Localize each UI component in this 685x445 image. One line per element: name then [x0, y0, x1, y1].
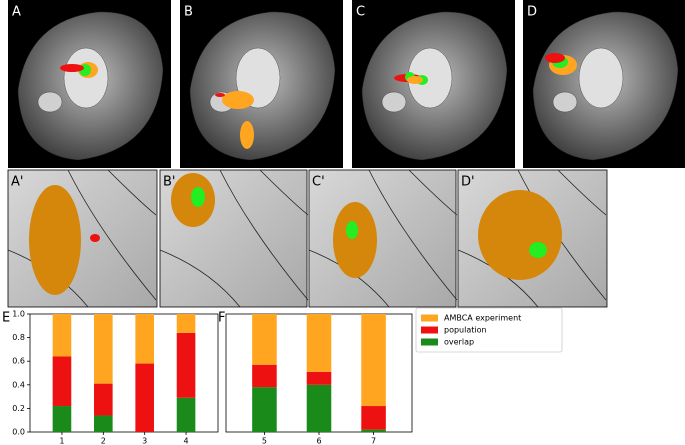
projection-blob — [478, 190, 562, 280]
panel-label: D' — [461, 175, 475, 190]
panel-label: C — [356, 5, 365, 20]
bar-segment — [94, 415, 113, 432]
legend-box — [415, 307, 563, 353]
brain-region — [552, 91, 578, 113]
brain-region — [578, 47, 624, 109]
bar-segment — [52, 314, 72, 357]
projection-blob — [222, 91, 254, 109]
x-tick-label: 5 — [262, 437, 267, 445]
panel-label: F — [218, 311, 225, 326]
legend-swatch — [421, 338, 438, 346]
bar-segment — [176, 397, 196, 432]
projection-blob — [545, 53, 565, 63]
plot-area — [29, 313, 219, 433]
projection-blob — [191, 187, 205, 207]
projection-blob — [90, 234, 100, 242]
panel-label: A — [12, 5, 21, 20]
bar-segment — [361, 314, 386, 407]
y-tick-label: 0.2 — [12, 404, 25, 413]
legend-label: overlap — [444, 338, 474, 347]
projection-blob — [529, 242, 547, 258]
x-tick-label: 1 — [59, 437, 64, 445]
bar-segment — [361, 406, 386, 430]
bar-segment — [135, 314, 154, 364]
bar-segment — [252, 314, 277, 365]
bar-segment — [252, 387, 277, 432]
x-tick-label: 4 — [183, 437, 188, 445]
bar-segment — [94, 383, 113, 416]
legend-swatch — [421, 314, 438, 322]
projection-blob — [60, 64, 84, 72]
middle-row: A' B' C' D' — [7, 169, 608, 308]
projection-blob — [29, 185, 81, 295]
projection-blob — [346, 221, 358, 239]
panel-label: D — [527, 5, 537, 20]
y-tick-label: 1.0 — [12, 310, 25, 319]
bar-segment — [306, 384, 332, 432]
x-tick-label: 2 — [101, 437, 106, 445]
brain-region — [63, 47, 109, 109]
top-row: A B C D — [8, 0, 685, 168]
legend-label: AMBCA experiment — [444, 314, 521, 323]
panel-label: B' — [163, 175, 176, 190]
x-tick-label: 7 — [371, 437, 376, 445]
brain-region — [381, 91, 407, 113]
charts: E 0.0 0.2 0.4 0.6 0.8 1.0 1 2 3 4 F 5 6 7 AMBCA experim… — [2, 307, 563, 445]
panel-label: A' — [11, 175, 23, 190]
projection-blob — [240, 121, 254, 149]
y-tick-label: 0.8 — [12, 333, 25, 342]
flatmap-image — [308, 169, 457, 308]
x-tick-label: 3 — [142, 437, 147, 445]
y-tick-label: 0.6 — [12, 357, 25, 366]
bar-segment — [52, 406, 72, 432]
bar-segment — [176, 314, 196, 333]
projection-blob — [215, 93, 225, 97]
legend-swatch — [421, 326, 438, 334]
bar-segment — [94, 314, 113, 384]
y-tick-label: 0.0 — [12, 428, 25, 437]
bar-segment — [135, 363, 154, 432]
bar-segment — [306, 314, 332, 372]
panel-label: C' — [312, 175, 325, 190]
region-border — [159, 169, 309, 308]
legend-label: population — [444, 326, 487, 335]
bar-segment — [306, 371, 332, 385]
bar-segment — [252, 364, 277, 388]
projection-blob — [407, 76, 423, 84]
bar-segment — [52, 356, 72, 407]
bar-segment — [176, 332, 196, 398]
x-tick-label: 6 — [316, 437, 321, 445]
brain-region — [37, 91, 63, 113]
projection-blob — [333, 202, 377, 278]
panel-label: E — [2, 311, 10, 326]
bar-segment — [361, 429, 386, 432]
y-tick-label: 0.4 — [12, 380, 25, 389]
panel-label: B — [184, 5, 193, 20]
